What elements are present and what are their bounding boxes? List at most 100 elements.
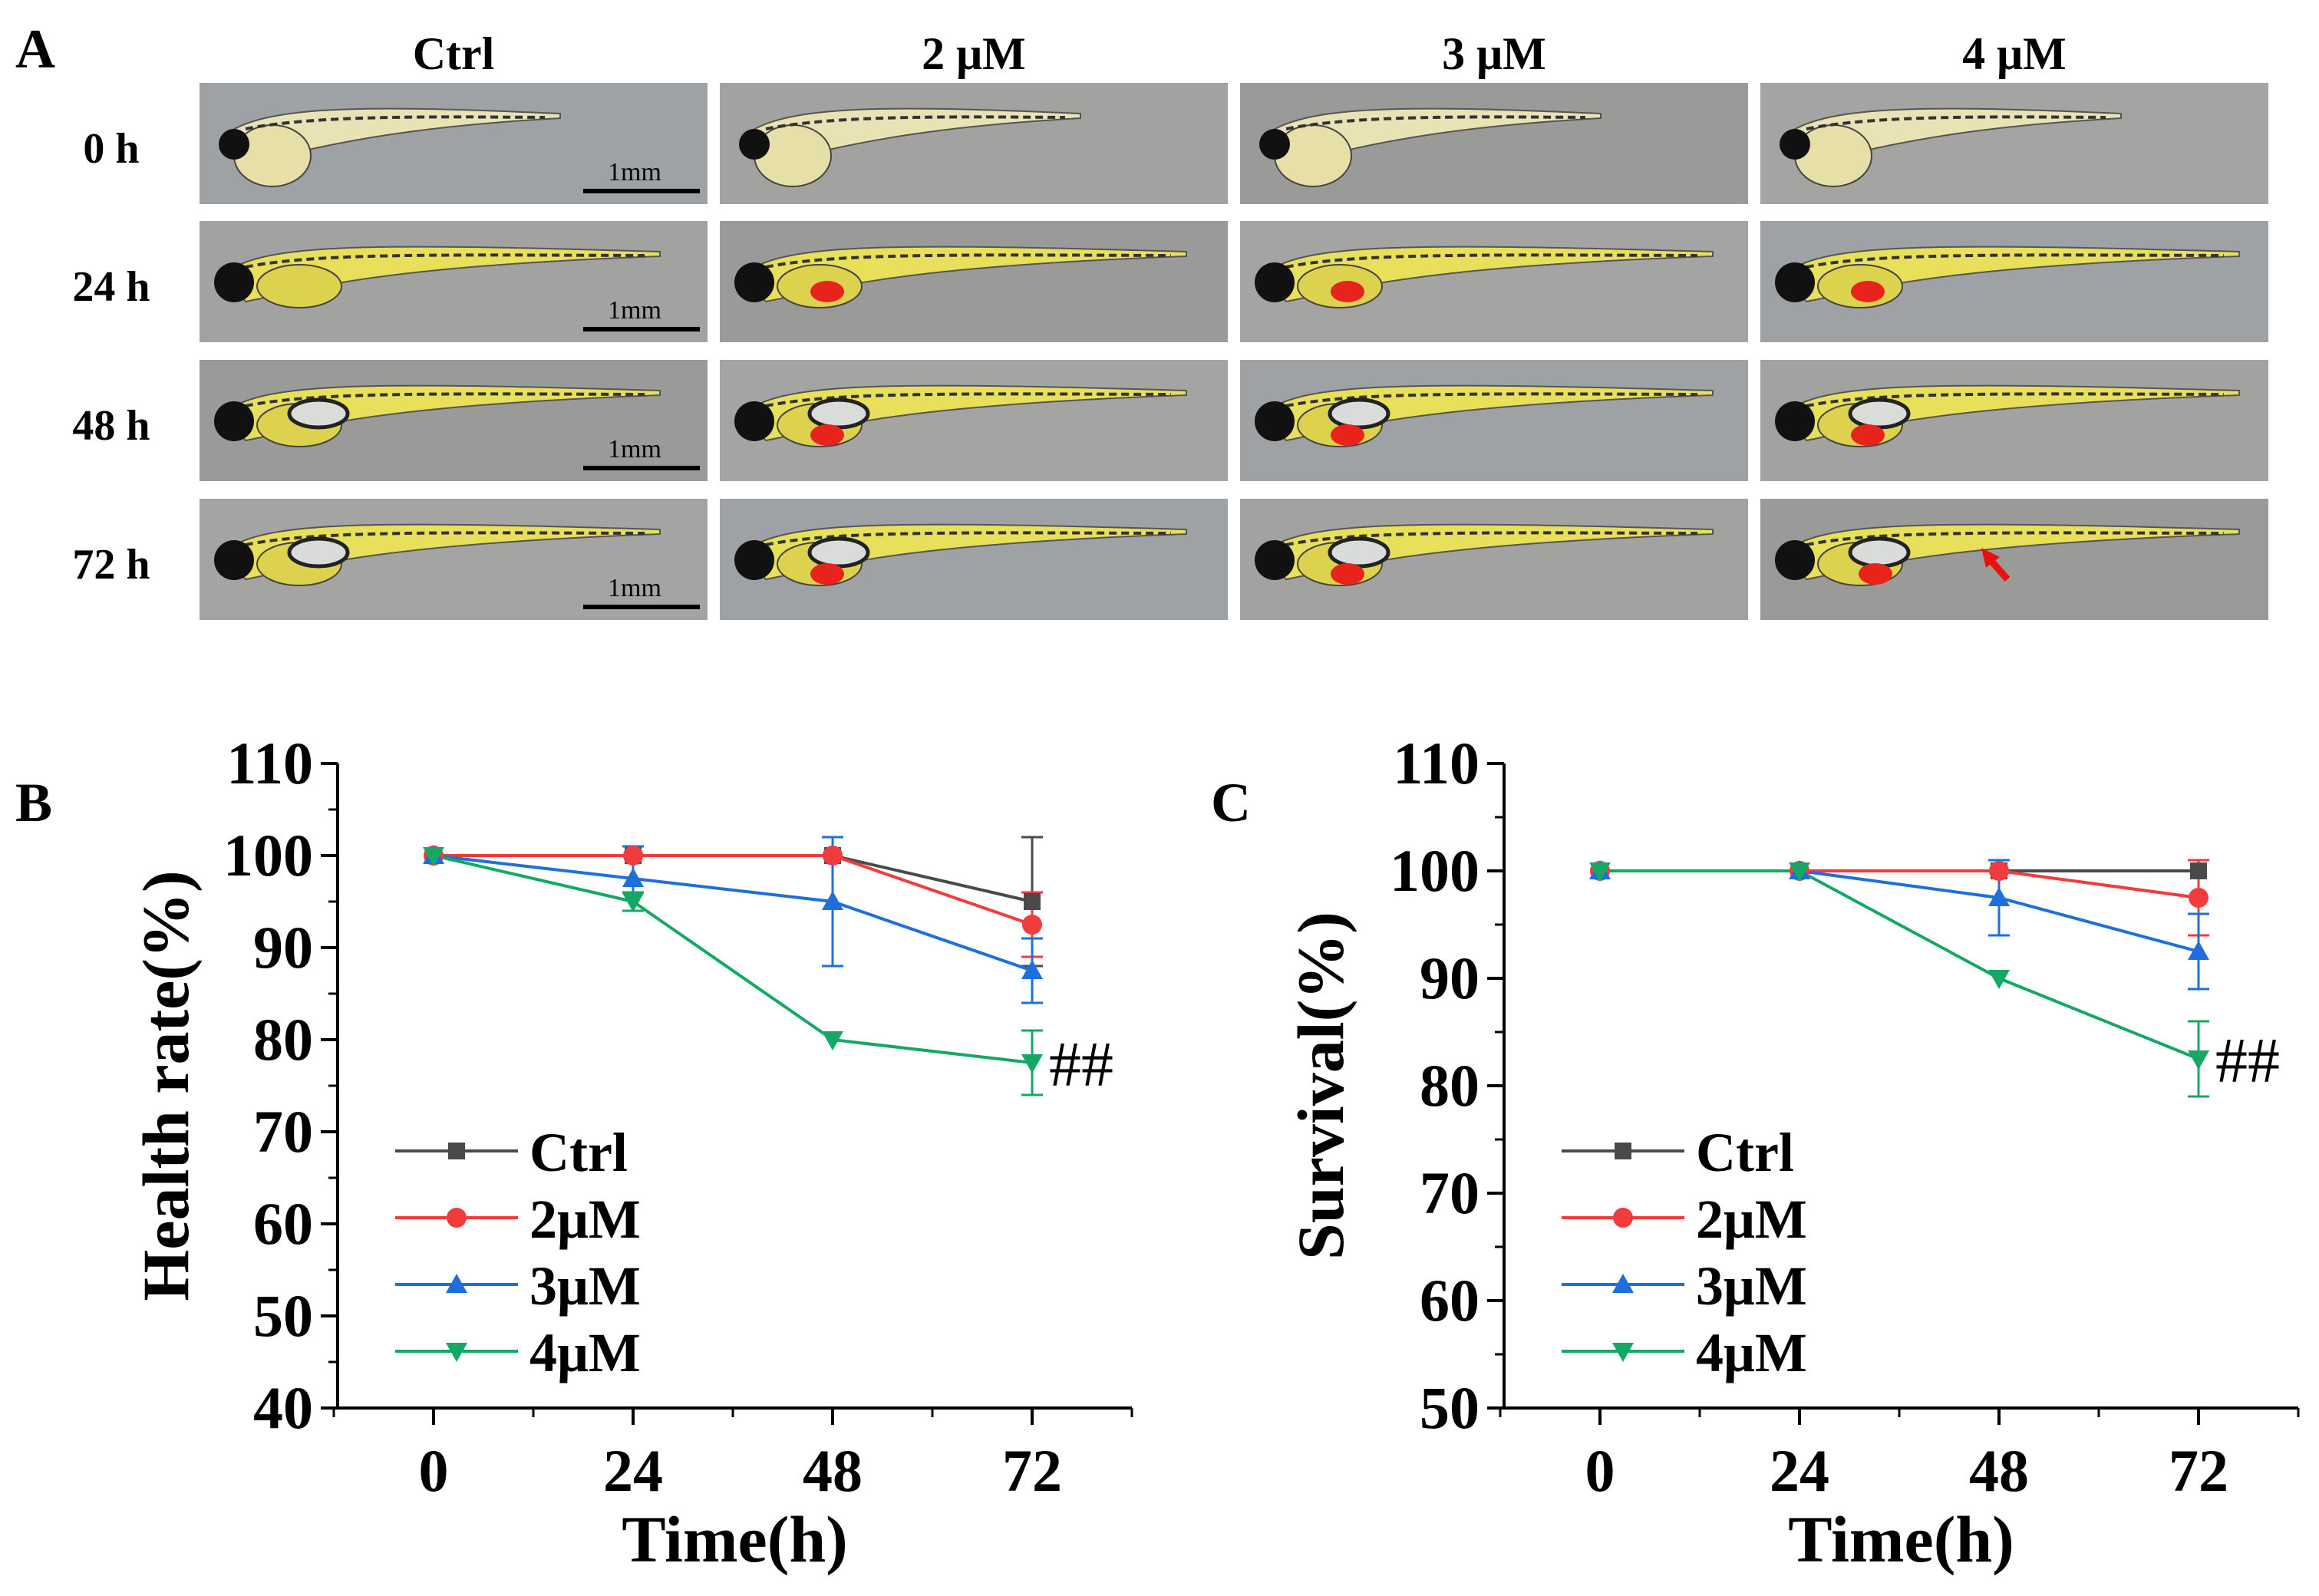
y-tick-label: 80 (253, 1006, 313, 1073)
data-point (2188, 941, 2209, 960)
data-point (2189, 888, 2208, 908)
series-line-3μM (1600, 869, 2199, 953)
x-tick-label: 72 (2169, 1437, 2228, 1504)
x-tick-label: 48 (803, 1437, 863, 1504)
y-tick-label: 90 (1420, 945, 1479, 1011)
data-point (622, 868, 644, 887)
scale-bar-label: 1mm (608, 296, 661, 325)
y-tick-label: 60 (253, 1190, 313, 1257)
larva-photo (1240, 221, 1748, 342)
larva-photo (200, 221, 708, 342)
data-point (1021, 960, 1043, 979)
larva-photo (1760, 499, 2268, 620)
survival-chart: 50 60 70 80 90 100 110 0 24 48 72 Time(h) Survival(%… (1284, 730, 2300, 1576)
data-point (822, 1031, 843, 1050)
column-header-ctrl: Ctrl (412, 28, 495, 79)
data-point (2190, 862, 2207, 879)
significance-annotation: ## (1049, 1029, 1113, 1100)
scale-bar (583, 327, 700, 331)
larva-photo (720, 83, 1228, 204)
series-line-4μM (1600, 869, 2199, 1060)
legend-label: Ctrl (529, 1122, 628, 1183)
y-tick-label: 110 (226, 730, 313, 796)
x-tick-label: 24 (603, 1437, 663, 1504)
scale-bar (583, 466, 700, 470)
data-point (1589, 862, 1611, 882)
data-point (1789, 862, 1810, 882)
row-header-0h: 0 h (83, 125, 140, 173)
data-point (822, 891, 843, 910)
x-tick-label: 72 (1002, 1437, 1062, 1504)
larva-photo (200, 83, 708, 204)
x-tick-label: 24 (1770, 1437, 1829, 1504)
larva-photo (720, 499, 1228, 620)
data-point (1988, 887, 2010, 906)
y-tick-label: 100 (223, 822, 313, 889)
data-point (623, 846, 643, 866)
legend-marker (1615, 1143, 1631, 1159)
larva-photo (1240, 83, 1748, 204)
y-tick-label: 40 (253, 1374, 313, 1441)
panel-c-letter: C (1211, 772, 1251, 833)
legend-label: 2μM (1696, 1189, 1807, 1250)
data-point (1024, 893, 1041, 910)
scale-bar (583, 605, 700, 609)
larva-photo (1240, 360, 1748, 481)
scale-bar-label: 1mm (608, 574, 661, 602)
scale-bar-label: 1mm (608, 158, 661, 186)
series-line-4μM (433, 854, 1033, 1064)
x-axis-label: Time(h) (622, 1502, 848, 1576)
health-rate-chart: 40 50 60 70 80 90 100 110 0 24 48 72 Time(h) Health r… (129, 730, 1133, 1576)
y-axis-label: Survival(%) (1284, 912, 1357, 1260)
row-header-48h: 48 h (72, 402, 150, 450)
row-header-72h: 72 h (72, 541, 150, 589)
x-tick-label: 0 (1585, 1437, 1615, 1504)
data-point (2188, 1050, 2209, 1070)
y-tick-label: 50 (1420, 1374, 1479, 1441)
y-tick-label: 50 (253, 1282, 313, 1349)
panel-a-letter: A (15, 18, 55, 80)
larva-photo (1760, 360, 2268, 481)
legend-label: 3μM (529, 1255, 641, 1317)
x-axis-label: Time(h) (1788, 1502, 2014, 1576)
y-tick-label: 70 (1420, 1159, 1479, 1226)
series-line-3μM (433, 854, 1033, 972)
legend-marker (446, 1274, 467, 1293)
legend-marker (448, 1143, 465, 1159)
panel-b-letter: B (15, 772, 53, 833)
data-point (823, 846, 843, 866)
y-tick-label: 90 (253, 914, 313, 981)
legend-label: 4μM (1696, 1322, 1807, 1383)
scale-bar-label: 1mm (608, 435, 661, 463)
red-arrow-icon (1981, 548, 2011, 582)
legend-marker (1612, 1343, 1634, 1362)
column-header-4um: 4 μM (1962, 28, 2067, 79)
larva-photo (1240, 499, 1748, 620)
legend-label: Ctrl (1696, 1122, 1794, 1183)
legend-marker (1612, 1274, 1634, 1293)
y-tick-label: 110 (1393, 730, 1479, 796)
larva-photo (200, 499, 708, 620)
data-point (1988, 970, 2010, 989)
y-tick-label: 80 (1420, 1052, 1479, 1119)
x-tick-label: 48 (1969, 1437, 2029, 1504)
legend-label: 3μM (1696, 1255, 1807, 1317)
data-point (1021, 1054, 1043, 1073)
y-axis-label: Health rate(%) (129, 870, 203, 1301)
data-point (423, 847, 444, 866)
data-point (1989, 861, 2009, 881)
legend-label: 4μM (529, 1322, 641, 1383)
legend-marker (1613, 1208, 1633, 1228)
series-line-2μM (434, 854, 1033, 926)
y-tick-label: 100 (1390, 837, 1479, 904)
scale-bar (583, 189, 700, 193)
legend-label: 2μM (529, 1189, 641, 1250)
x-tick-label: 0 (419, 1437, 449, 1504)
data-point (622, 893, 644, 912)
data-point (1022, 915, 1042, 935)
column-header-2um: 2 μM (922, 28, 1026, 79)
y-tick-label: 60 (1420, 1267, 1479, 1334)
legend-marker (447, 1208, 467, 1228)
larva-photo (200, 360, 708, 481)
larva-photo (720, 221, 1228, 342)
